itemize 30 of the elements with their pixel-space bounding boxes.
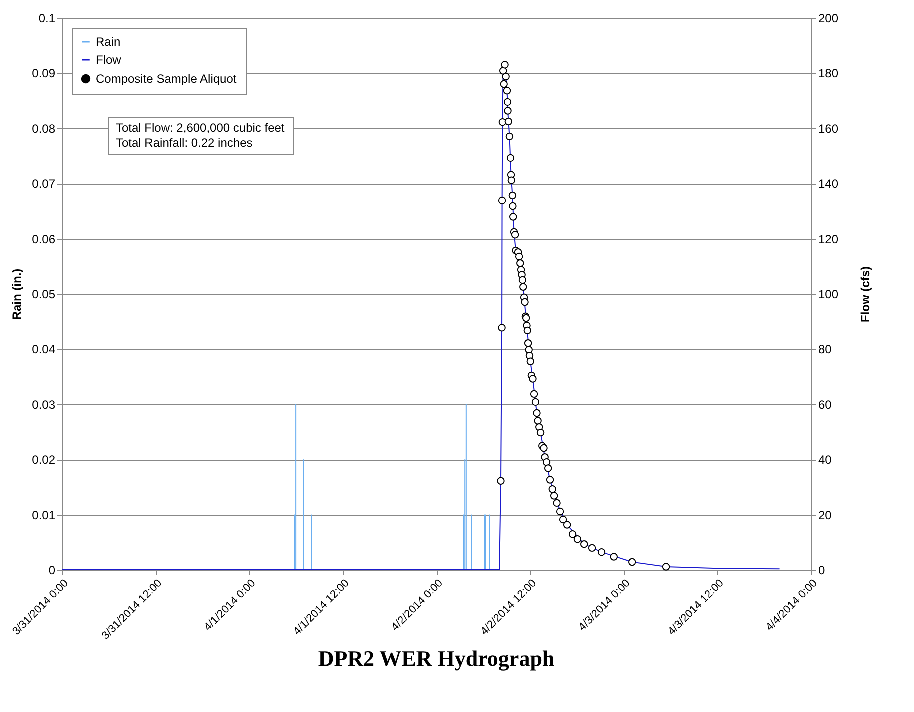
y2-tick-label: 120 <box>818 232 839 246</box>
legend-label: Flow <box>96 53 122 67</box>
y2-tick-label: 200 <box>818 12 839 26</box>
y-tick-label: 0.1 <box>38 12 56 26</box>
y-tick-label: 0.04 <box>32 342 56 357</box>
legend-label: Composite Sample Aliquot <box>96 72 238 86</box>
y2-tick-label: 20 <box>818 508 832 522</box>
annotation: Total Rainfall: 0.22 inches <box>116 136 254 151</box>
y2-tick-label: 0 <box>818 564 826 578</box>
y2-tick-label: 180 <box>818 66 839 81</box>
y2-tick-label: 60 <box>818 398 832 412</box>
y-tick-label: 0.01 <box>32 508 56 522</box>
text: DPR2 WER Hydrograph <box>318 646 555 672</box>
y-tick-label: 0.09 <box>32 66 56 81</box>
y2-tick-label: 140 <box>818 177 839 192</box>
legend-label: Rain <box>96 35 121 49</box>
y-tick-label: 0.05 <box>32 288 56 302</box>
y2-tick-label: 160 <box>818 122 839 136</box>
y-tick-label: 0.06 <box>32 232 56 246</box>
y2-tick-label: 40 <box>818 453 832 468</box>
y-tick-label: 0.02 <box>32 453 56 468</box>
y-axis-title: Rain (in.) <box>10 268 24 320</box>
annotation: Total Flow: 2,600,000 cubic feet <box>116 121 285 136</box>
y2-tick-label: 100 <box>818 288 839 302</box>
y-tick-label: 0.08 <box>32 122 56 136</box>
y-tick-label: 0.07 <box>32 177 56 192</box>
y2-tick-label: 80 <box>818 342 832 357</box>
y-tick-label: 0 <box>48 564 56 578</box>
y-tick-label: 0.03 <box>32 398 56 412</box>
y2-axis-title: Flow (cfs) <box>858 266 873 322</box>
